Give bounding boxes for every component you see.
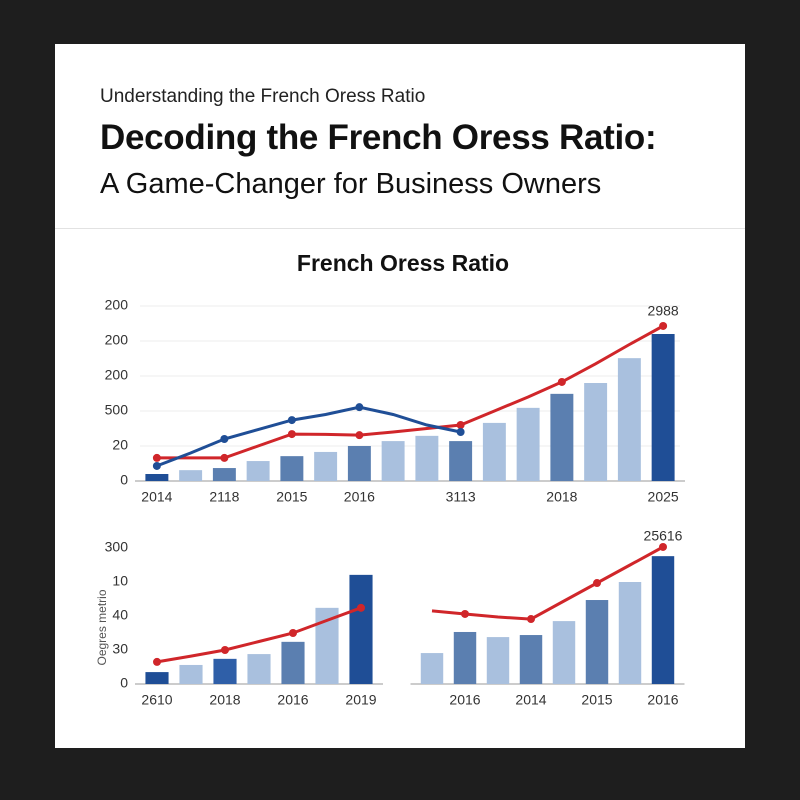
y-tick-label: 0 [120,675,128,691]
x-tick-label: 2118 [209,489,239,505]
y-tick-label: 10 [112,573,128,589]
line-point [355,431,364,440]
bar [651,556,675,684]
line-point [220,453,229,462]
bar [420,653,444,684]
x-tick-label: 2016 [344,489,375,505]
bar [246,461,270,481]
line-point [557,377,566,386]
subtitle: Understanding the French Oress Ratio [100,86,426,107]
line-point [456,428,465,436]
x-tick-label: 2025 [648,489,679,505]
annotation: 25616 [644,528,683,544]
y-tick-label: 0 [120,472,128,488]
bar [651,334,675,481]
line-point [289,629,297,637]
bar [618,582,642,684]
x-tick-label: 2018 [209,692,240,708]
line-point [287,416,296,425]
x-tick-label: 2018 [546,489,577,505]
bar [315,607,339,684]
divider [55,228,745,229]
y-tick-label: 200 [105,297,129,313]
bar [584,383,608,481]
bar [213,658,237,684]
bar [179,470,203,481]
bar [415,435,439,481]
x-tick-label: 2014 [515,692,546,708]
bar [281,641,305,684]
bar [449,441,473,481]
y-tick-label: 500 [105,402,129,418]
line-point [593,579,601,588]
line-point [152,461,161,470]
bar [585,600,609,684]
line-point [461,609,469,618]
line-point [659,542,667,551]
bar [617,358,641,481]
y-tick-label: 300 [105,539,129,555]
bar [347,446,371,481]
bar [552,621,576,684]
line-point [153,657,161,666]
bar [453,631,477,684]
x-tick-label: 2016 [647,692,678,708]
y-tick-label: 200 [105,367,129,383]
bar [482,422,506,481]
headline: Decoding the French Oress Ratio: [100,118,657,157]
x-tick-label: 2016 [277,692,308,708]
x-tick-label: 2015 [581,692,612,708]
line-point [221,646,229,654]
bar [516,407,540,481]
bar [145,474,169,481]
bar [314,451,338,481]
bar [381,441,405,481]
x-tick-label: 2610 [141,692,172,708]
y-tick-label: 200 [105,332,129,348]
bar [247,654,271,684]
line-point [357,603,365,612]
annotation: 2988 [648,303,679,319]
bar [145,672,169,684]
line-point [456,421,465,429]
y-tick-label: 40 [112,607,128,623]
chart-title: French Oress Ratio [297,250,509,276]
line-point [220,435,229,443]
line-point [659,321,668,330]
line [156,606,362,664]
line-point [287,430,296,439]
line-point [152,453,161,462]
bar [349,574,373,684]
line-point [355,403,364,412]
line [431,545,664,621]
y-tick-label: 30 [112,641,128,657]
headline-line2: A Game-Changer for Business Owners [100,168,602,200]
line [156,324,664,460]
x-tick-label: 2016 [449,692,480,708]
y-axis-label: Oegres metrio [95,589,109,665]
bar [179,664,203,684]
y-tick-label: 20 [112,437,128,453]
x-tick-label: 2019 [345,692,376,708]
line [156,405,461,468]
bar [550,393,574,481]
line-point [527,615,535,624]
bar [212,468,236,481]
x-tick-label: 2014 [141,489,172,505]
x-tick-label: 2015 [276,489,307,505]
bar [519,635,543,684]
bar [486,637,510,684]
x-tick-label: 3113 [446,489,476,505]
bar [280,456,304,481]
